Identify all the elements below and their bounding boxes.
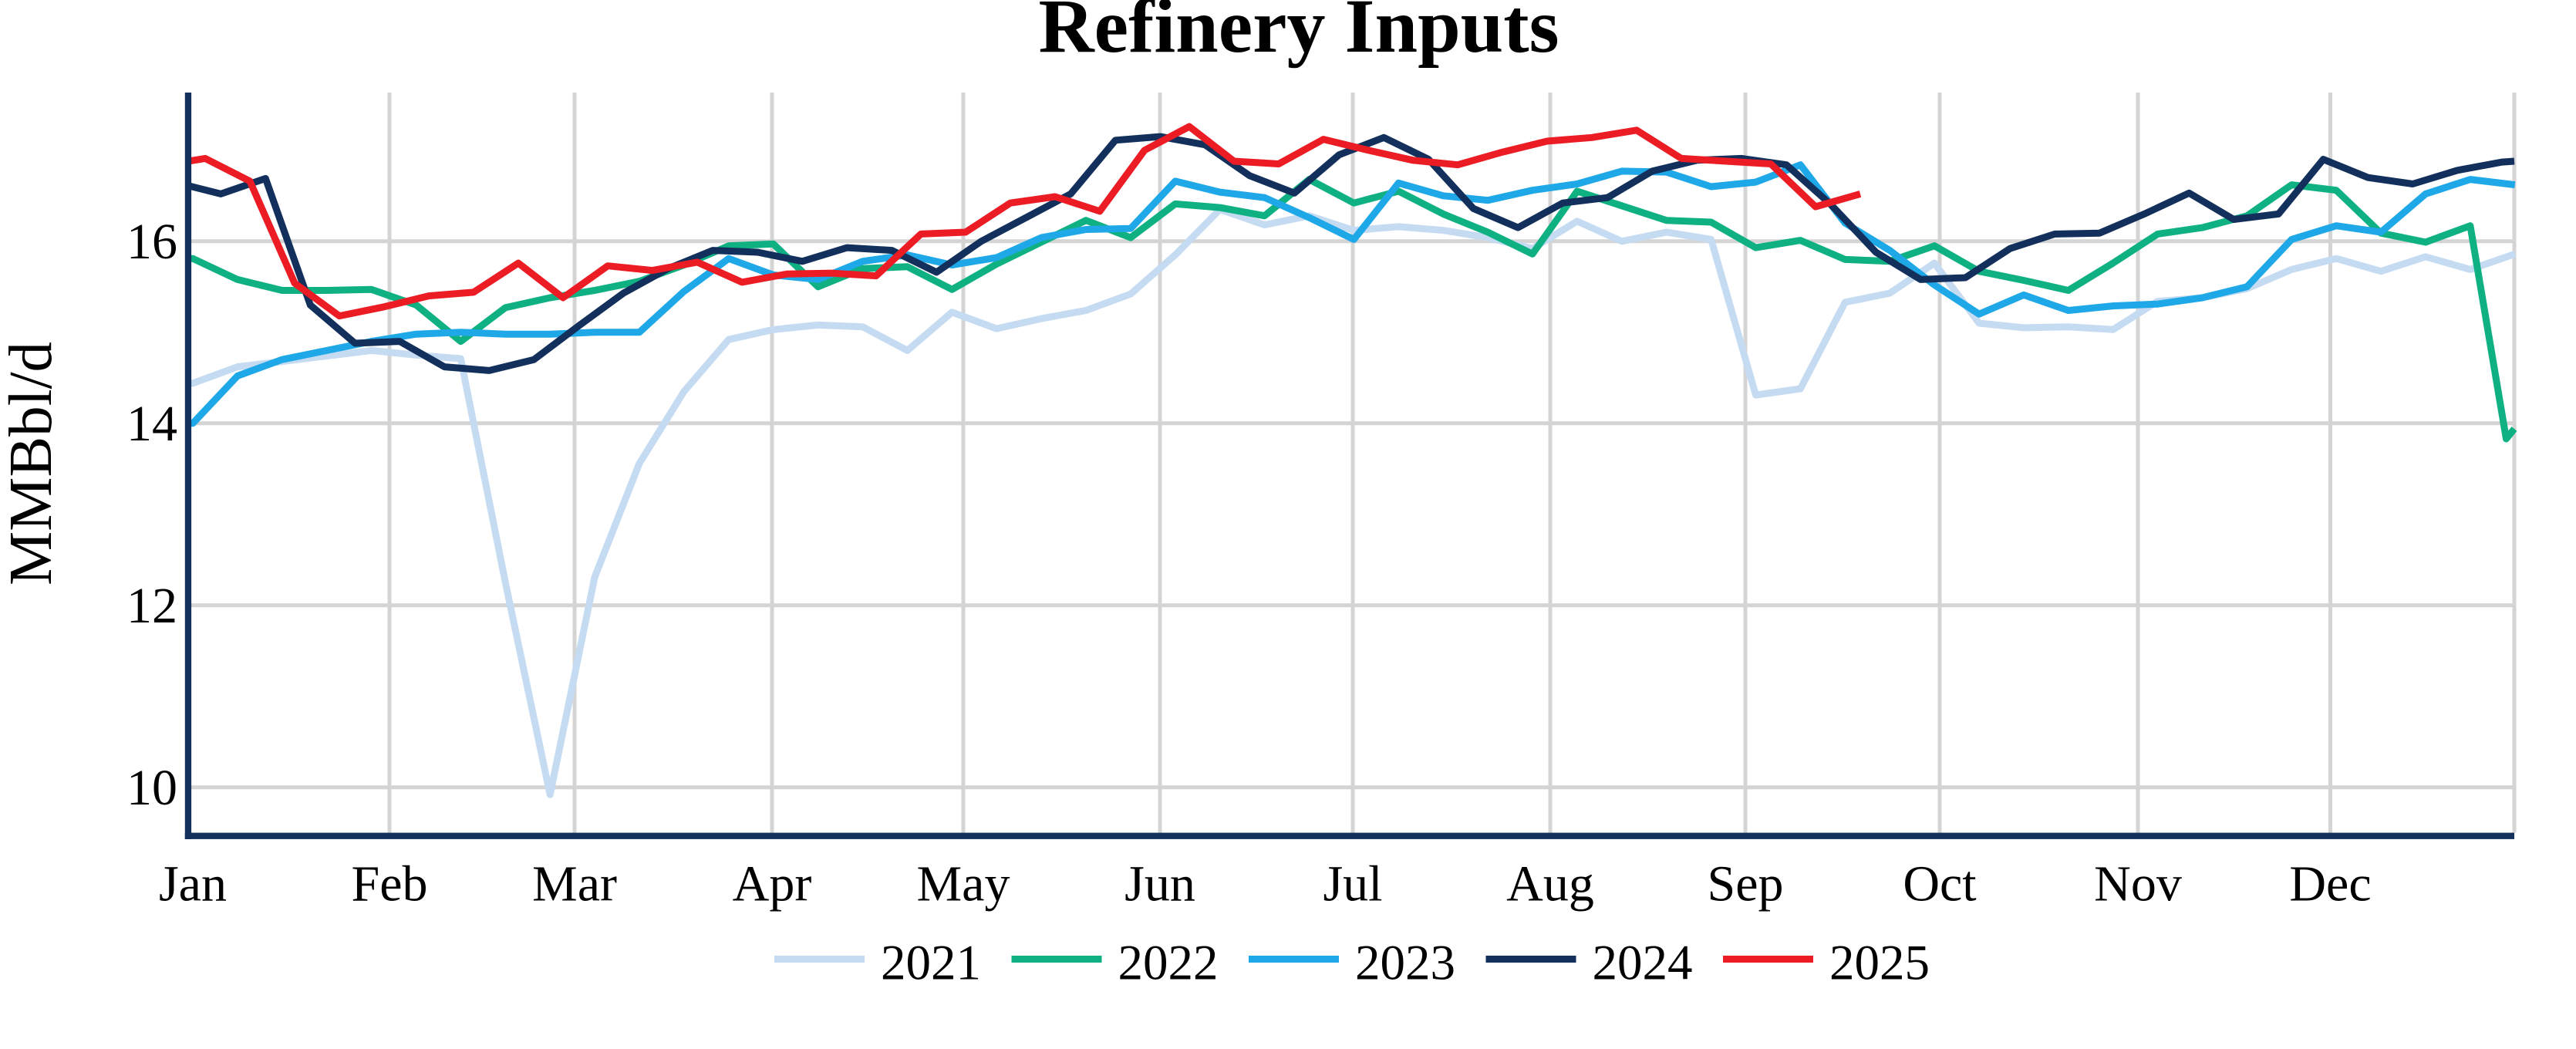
svg-text:Apr: Apr	[733, 856, 812, 912]
svg-text:2024: 2024	[1593, 936, 1693, 991]
svg-text:Oct: Oct	[1903, 856, 1976, 912]
svg-text:Nov: Nov	[2094, 856, 2182, 912]
svg-text:Sep: Sep	[1708, 856, 1784, 912]
svg-text:14: 14	[126, 396, 177, 452]
svg-text:May: May	[917, 856, 1010, 912]
svg-text:2023: 2023	[1355, 936, 1455, 991]
svg-text:2022: 2022	[1118, 936, 1219, 991]
svg-text:Aug: Aug	[1506, 856, 1594, 912]
svg-text:Refinery Inputs: Refinery Inputs	[1038, 0, 1559, 69]
svg-text:12: 12	[126, 578, 177, 634]
svg-text:Jul: Jul	[1323, 856, 1382, 912]
svg-text:10: 10	[126, 760, 177, 816]
svg-text:Dec: Dec	[2289, 856, 2371, 912]
svg-text:2025: 2025	[1829, 936, 1930, 991]
svg-text:Mar: Mar	[532, 856, 617, 912]
svg-text:MMBbl/d: MMBbl/d	[0, 342, 65, 585]
svg-text:2021: 2021	[881, 936, 981, 991]
svg-text:16: 16	[126, 214, 177, 270]
svg-text:Jan: Jan	[159, 856, 227, 912]
svg-text:Jun: Jun	[1124, 856, 1195, 912]
svg-text:Feb: Feb	[352, 856, 428, 912]
